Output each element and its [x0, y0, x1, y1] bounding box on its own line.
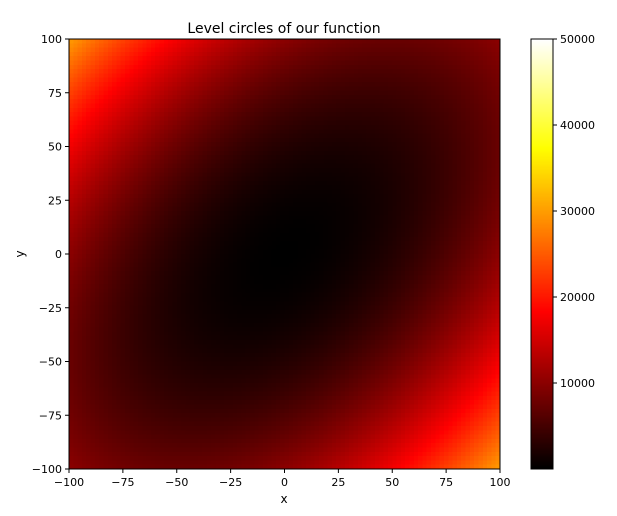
colorbar-gradient: [531, 39, 553, 469]
y-tick-label: −75: [39, 409, 62, 422]
x-tick-label: −100: [54, 476, 84, 489]
heatmap-image: [69, 39, 500, 469]
colorbar-tick-label: 50000: [560, 33, 595, 46]
colorbar-tick-label: 40000: [560, 119, 595, 132]
colorbar-tick-label: 20000: [560, 291, 595, 304]
y-axis-label: y: [13, 250, 27, 257]
colorbar-ticks: 10000 20000 30000 40000 50000: [553, 33, 595, 390]
y-tick-label: −50: [39, 356, 62, 369]
chart-title: Level circles of our function: [187, 21, 380, 37]
x-axis-ticks: −100 −75 −50 −25 0 25 50 75 100: [54, 469, 511, 489]
x-tick-label: 50: [385, 476, 399, 489]
x-tick-label: −25: [219, 476, 242, 489]
y-tick-label: 25: [48, 194, 62, 207]
y-tick-label: 50: [48, 141, 62, 154]
x-tick-label: 25: [331, 476, 345, 489]
x-tick-label: 0: [281, 476, 288, 489]
colorbar: 10000 20000 30000 40000 50000: [530, 33, 595, 470]
heatmap-plot: [68, 38, 501, 470]
colorbar-tick-label: 10000: [560, 377, 595, 390]
y-tick-label: −100: [32, 463, 62, 476]
x-axis-label: x: [280, 492, 287, 506]
x-tick-label: 100: [490, 476, 511, 489]
x-tick-label: −50: [165, 476, 188, 489]
y-tick-label: 0: [55, 248, 62, 261]
y-axis-ticks: −100 −75 −50 −25 0 25 50 75 100: [32, 33, 69, 476]
y-tick-label: 100: [41, 33, 62, 46]
x-tick-label: −75: [111, 476, 134, 489]
y-tick-label: −25: [39, 302, 62, 315]
colorbar-tick-label: 30000: [560, 205, 595, 218]
y-tick-label: 75: [48, 87, 62, 100]
x-tick-label: 75: [439, 476, 453, 489]
colorbar-frame: [530, 38, 554, 470]
